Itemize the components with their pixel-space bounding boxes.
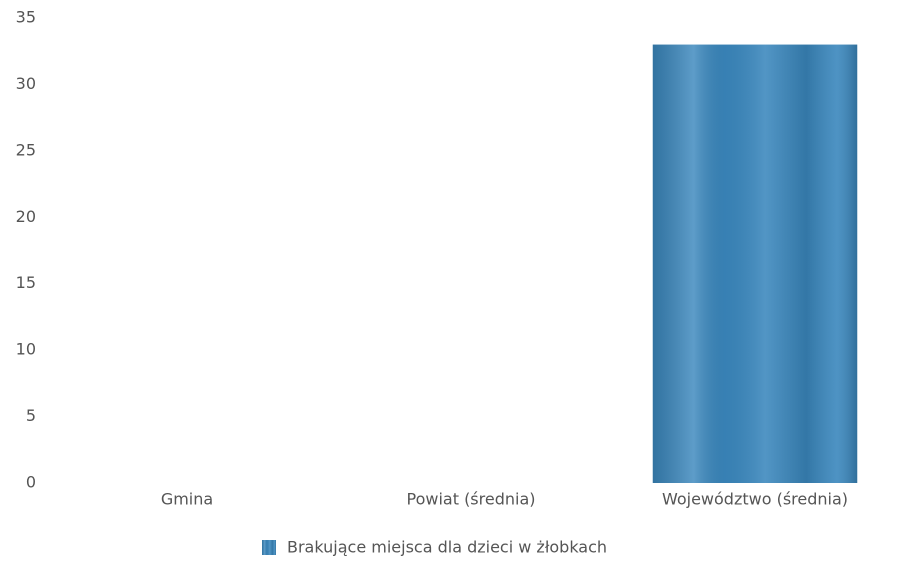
y-tick-label: 10 (16, 340, 36, 359)
legend-swatch-sheen (262, 540, 276, 555)
legend-label: Brakujące miejsca dla dzieci w żłobkach (287, 538, 607, 557)
y-tick-label: 25 (16, 140, 36, 159)
y-tick-label: 30 (16, 74, 36, 93)
y-tick-label: 15 (16, 273, 36, 292)
x-tick-label: Województwo (średnia) (662, 490, 848, 509)
y-tick-label: 5 (26, 406, 36, 425)
y-tick-label: 35 (16, 8, 36, 27)
x-tick-label: Powiat (średnia) (407, 490, 536, 509)
bar-sheen (652, 44, 858, 483)
x-tick-label: Gmina (161, 490, 213, 509)
y-tick-label: 0 (26, 473, 36, 492)
y-tick-label: 20 (16, 207, 36, 226)
